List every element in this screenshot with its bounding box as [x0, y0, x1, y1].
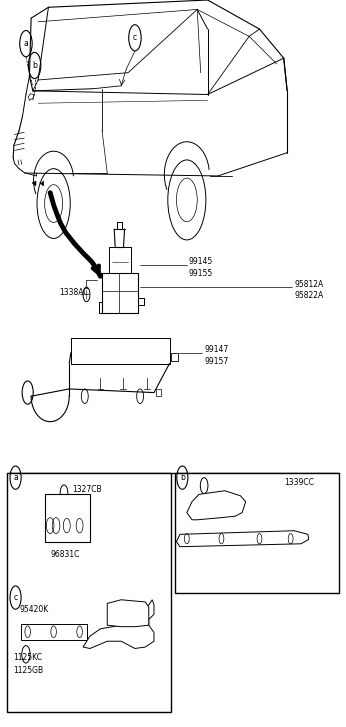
FancyBboxPatch shape [21, 624, 86, 640]
Text: 99155: 99155 [189, 269, 213, 278]
FancyBboxPatch shape [45, 494, 90, 542]
Text: 1339CC: 1339CC [284, 478, 313, 487]
Text: 1338AC: 1338AC [59, 288, 89, 297]
Text: c: c [133, 33, 137, 42]
FancyBboxPatch shape [171, 353, 178, 361]
Text: 99157: 99157 [204, 357, 228, 366]
Text: 95812A: 95812A [294, 280, 324, 289]
Text: 1125GB: 1125GB [13, 666, 43, 675]
Text: a: a [13, 473, 18, 482]
Text: b: b [32, 61, 37, 70]
Text: 96831C: 96831C [50, 550, 80, 559]
Text: b: b [180, 473, 185, 482]
Text: a: a [24, 39, 28, 48]
Text: 99145: 99145 [189, 257, 213, 266]
FancyBboxPatch shape [7, 473, 171, 712]
Polygon shape [107, 600, 149, 627]
FancyBboxPatch shape [156, 389, 161, 396]
Polygon shape [176, 531, 309, 547]
Polygon shape [187, 491, 246, 520]
FancyBboxPatch shape [175, 473, 339, 593]
Text: 99147: 99147 [204, 345, 228, 354]
Text: 95420K: 95420K [19, 605, 48, 614]
Text: 95822A: 95822A [294, 292, 324, 300]
Text: 1125KC: 1125KC [13, 654, 42, 662]
Text: c: c [13, 593, 18, 602]
Polygon shape [83, 600, 154, 648]
Text: 1327CB: 1327CB [73, 485, 102, 494]
